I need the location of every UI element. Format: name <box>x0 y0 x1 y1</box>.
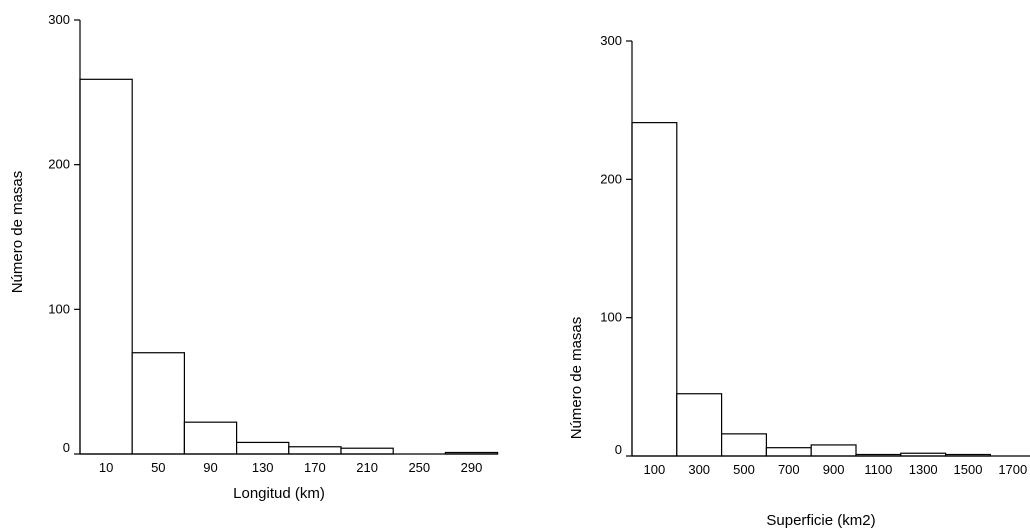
histogram-bar <box>676 393 723 457</box>
y-tick-label: 300 <box>600 33 622 48</box>
x-tick-label: 170 <box>304 460 326 475</box>
x-tick-label: 130 <box>252 460 274 475</box>
x-tick-label: 90 <box>203 460 217 475</box>
histogram-bar <box>765 447 812 457</box>
histogram-bar <box>131 352 185 455</box>
histogram-bar <box>79 78 133 455</box>
x-tick-label: 250 <box>408 460 430 475</box>
longitud-histogram: 0 100 200 300 10 50 90 130 170 210 250 290 Longitud … <box>9 12 499 502</box>
x-tick-label: 50 <box>151 460 165 475</box>
x-tick-label: 290 <box>461 460 483 475</box>
x-tick-label: 1700 <box>998 462 1027 477</box>
x-tick-label: 210 <box>356 460 378 475</box>
x-tick-label: 300 <box>688 462 710 477</box>
y-tick-label: 200 <box>48 157 70 172</box>
y-tick-label: 300 <box>48 12 70 27</box>
y-tick-label: 100 <box>600 310 622 325</box>
x-axis-title: Superficie (km2) <box>766 512 875 529</box>
y-tick-label: 100 <box>48 301 70 316</box>
y-axis-title: Número de masas <box>9 171 26 294</box>
y-tick-label: 200 <box>600 171 622 186</box>
x-axis-title: Longitud (km) <box>233 485 325 502</box>
histogram-bar <box>631 122 678 457</box>
histogram-bar <box>720 433 767 457</box>
y-tick-label: 0 <box>63 440 70 455</box>
histogram-bar <box>340 447 394 455</box>
x-tick-label: 700 <box>778 462 800 477</box>
x-tick-label: 1100 <box>864 462 892 477</box>
y-axis-title: Número de masas <box>568 317 585 440</box>
superficie-histogram: 0 100 200 300 100 300 500 700 900 1100 1300 1500 170… <box>568 33 1030 529</box>
x-tick-label: 900 <box>823 462 845 477</box>
y-tick-label: 0 <box>615 442 622 457</box>
histogram-bar <box>810 444 857 457</box>
x-tick-label: 1500 <box>954 462 983 477</box>
x-tick-label: 100 <box>644 462 666 477</box>
x-tick-label: 1300 <box>909 462 938 477</box>
histogram-bar <box>183 421 238 455</box>
x-tick-label: 10 <box>99 460 113 475</box>
x-tick-label: 500 <box>733 462 755 477</box>
histogram-bar <box>236 441 290 455</box>
histogram-bar <box>288 446 342 455</box>
